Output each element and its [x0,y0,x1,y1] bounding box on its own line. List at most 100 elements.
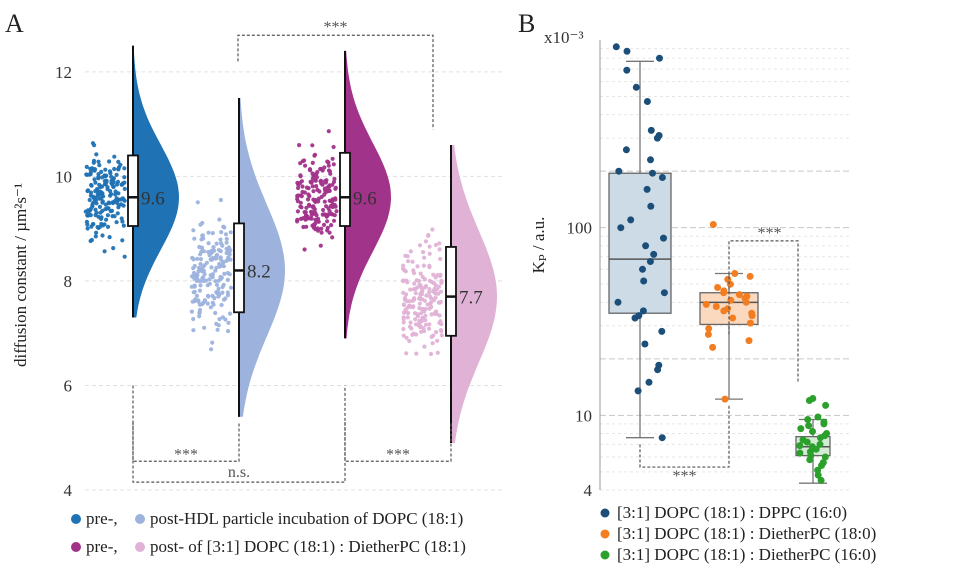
data-point [305,197,311,202]
data-point [196,265,202,270]
data-point [330,156,335,161]
significance-bracket-4: n.s. [132,385,346,483]
data-point [401,320,406,325]
data-point [640,277,648,285]
data-point [816,434,824,442]
data-point [297,143,302,148]
data-point [307,194,312,199]
data-point [103,174,108,179]
data-point [102,222,107,227]
data-point [315,187,320,192]
data-point [326,184,331,189]
data-point [195,256,200,261]
data-point [93,207,98,212]
data-point [200,276,205,281]
data-point [220,315,225,320]
data-point [430,341,435,346]
data-point [210,256,215,261]
bracket-line [728,240,799,383]
data-point [192,289,197,294]
data-point [435,350,440,355]
data-point [225,290,230,295]
significance-label: *** [174,446,198,463]
data-point [206,241,211,246]
data-point [422,255,427,260]
data-point [805,397,813,404]
legend-entry-1: pre-, post-HDL particle incubation of DOP… [71,509,463,528]
data-point [107,235,112,240]
violin-half [239,97,285,417]
data-point [642,242,650,250]
data-point [421,250,426,255]
data-point [429,304,434,309]
box [608,172,672,314]
data-point [200,220,205,226]
data-point [404,310,409,315]
data-point [226,245,232,250]
data-point [102,182,108,187]
data-point [204,260,209,265]
data-point [122,180,127,185]
data-point [331,162,336,167]
data-point [296,182,301,187]
data-point [115,211,120,216]
data-point [731,270,739,277]
data-point [658,327,666,335]
data-point [226,329,231,334]
significance-bracket-2: *** [728,225,799,383]
data-point [427,251,432,256]
significance-bracket-3: *** [344,422,452,463]
data-point [298,161,303,166]
data-point [94,152,99,157]
data-point [195,200,200,205]
data-point [405,315,410,320]
data-point [423,322,429,327]
y-tick-label: 4 [64,481,73,500]
data-point [111,184,116,189]
data-point [300,189,305,195]
data-point [213,310,218,316]
data-point [614,298,622,306]
data-point [428,351,434,357]
data-point [437,247,442,252]
data-point [322,179,328,184]
data-point [208,305,213,310]
data-point [325,225,330,230]
data-point [296,185,301,191]
data-point [332,202,337,207]
data-point [409,304,414,309]
data-point [709,221,717,228]
data-point [116,191,121,196]
data-point [94,197,99,202]
data-point [299,194,304,199]
data-point [656,54,663,62]
data-point [617,224,625,232]
data-point [199,237,204,242]
data-point [89,182,94,188]
data-point [331,218,337,223]
data-point [91,160,96,165]
data-point [332,213,337,218]
data-point [220,290,225,295]
data-point [211,302,216,307]
data-point [109,174,114,179]
data-point [720,307,728,315]
data-point [220,284,225,290]
data-point [417,306,422,311]
data-point [735,291,743,299]
raincloud-group-1: 9.6 [83,45,179,318]
data-point [413,287,418,292]
data-point [217,317,222,322]
data-point [228,285,234,290]
data-point [304,224,309,229]
significance-label: *** [386,446,410,463]
panel-b-significance-brackets: *** *** [639,225,799,485]
data-point [434,330,439,335]
data-point [303,213,308,218]
data-point [325,159,330,164]
data-point [216,286,221,291]
data-point [311,189,316,194]
data-point [309,210,315,215]
data-point [415,264,420,269]
data-point [223,296,228,301]
